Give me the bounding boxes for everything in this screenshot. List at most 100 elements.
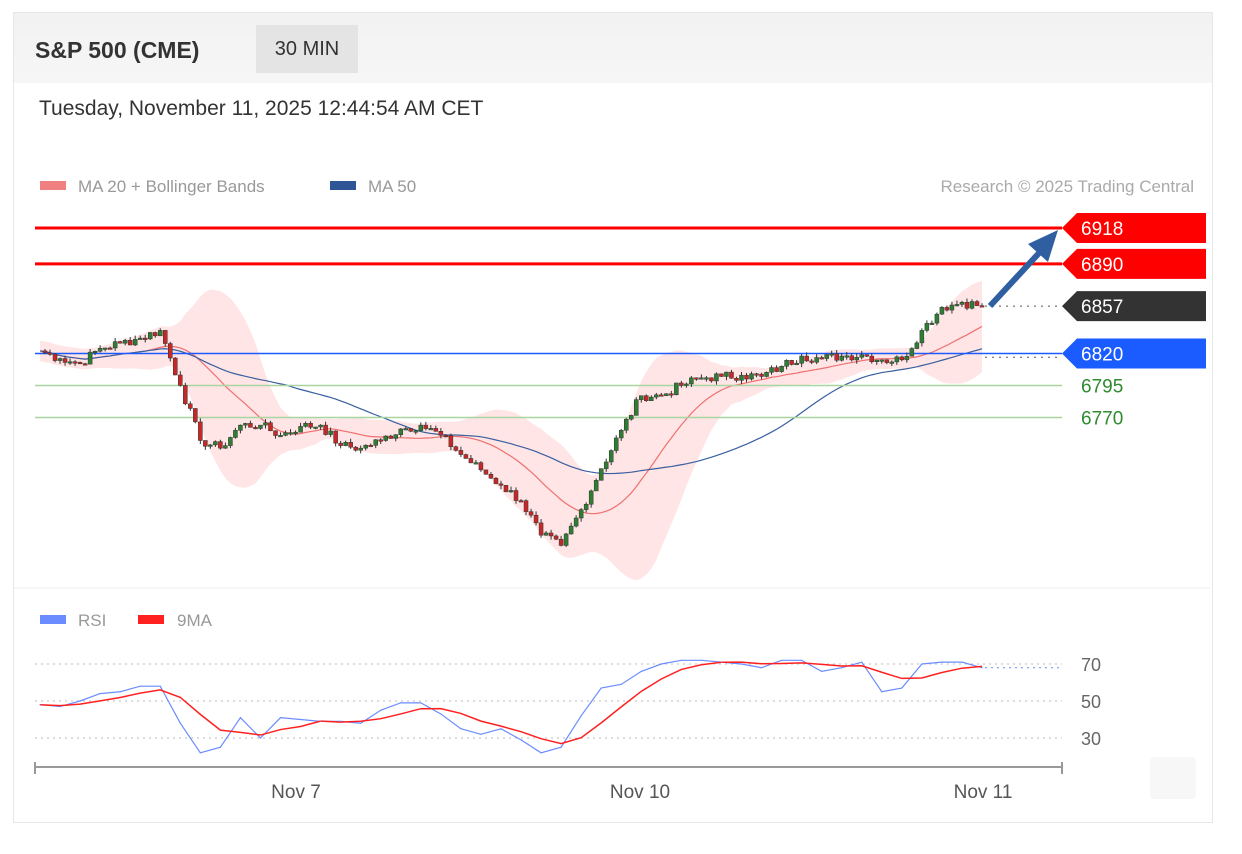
- candle: [393, 434, 399, 442]
- candle: [629, 414, 634, 421]
- rsi-legend-label: RSI: [78, 611, 106, 630]
- candle: [714, 372, 719, 385]
- candle: [734, 376, 739, 383]
- candle: [188, 401, 193, 411]
- candle: [42, 349, 48, 355]
- candle: [293, 430, 298, 436]
- candle: [593, 478, 599, 492]
- candle: [47, 349, 53, 356]
- candle: [308, 421, 313, 430]
- candle: [132, 335, 138, 347]
- rsi-point: [881, 691, 883, 693]
- x-tick-label: Nov 11: [954, 782, 1013, 803]
- rsi-tick-label: 70: [1081, 655, 1101, 675]
- candle: [348, 438, 353, 449]
- candle: [869, 353, 875, 364]
- candle: [223, 442, 228, 449]
- candle: [288, 429, 293, 436]
- candle: [558, 535, 564, 547]
- bollinger-band: [40, 280, 982, 581]
- rsi-point: [801, 659, 803, 661]
- candle: [949, 301, 955, 314]
- candle: [884, 359, 890, 365]
- candle: [408, 428, 414, 433]
- rsi-point: [700, 659, 703, 661]
- candle: [142, 334, 148, 343]
- last-price-tag: [1062, 291, 1206, 322]
- candle: [228, 436, 233, 449]
- candle: [804, 352, 809, 362]
- candle: [438, 428, 444, 439]
- rsi-point: [380, 709, 382, 711]
- candle: [448, 433, 454, 451]
- rsi-point: [239, 717, 242, 719]
- rsi-point: [861, 661, 863, 663]
- candle: [623, 417, 629, 434]
- candle: [634, 397, 639, 416]
- candle: [679, 380, 684, 388]
- candle: [809, 358, 814, 365]
- candle: [814, 354, 819, 365]
- rsi-point: [420, 702, 422, 704]
- rsi-ma-legend-swatch: [138, 615, 164, 624]
- candle: [198, 418, 203, 445]
- candle: [573, 515, 579, 528]
- candle: [939, 306, 945, 315]
- candle: [819, 355, 824, 360]
- candle: [964, 298, 970, 311]
- rsi-point: [199, 752, 201, 754]
- candle: [944, 305, 950, 312]
- candle: [784, 359, 789, 370]
- candle: [483, 469, 489, 475]
- level-label: 6857: [1081, 297, 1123, 318]
- candle: [72, 360, 78, 366]
- ma50-legend-label: MA 50: [368, 177, 416, 196]
- candle: [518, 499, 524, 503]
- candle: [548, 529, 554, 540]
- candle: [789, 359, 794, 366]
- candle: [318, 424, 323, 430]
- rsi-tick-label: 30: [1081, 729, 1101, 749]
- candle: [178, 371, 183, 387]
- candle: [358, 445, 363, 454]
- candle: [243, 422, 248, 429]
- level-label: 6795: [1081, 376, 1123, 397]
- candle: [523, 499, 529, 516]
- candle: [684, 382, 689, 388]
- candle: [764, 371, 769, 378]
- candle: [704, 376, 709, 382]
- candle: [283, 430, 288, 437]
- candle: [739, 372, 744, 384]
- candle: [769, 365, 774, 375]
- rsi-point: [720, 661, 723, 663]
- candle: [333, 430, 338, 447]
- candle: [759, 372, 764, 380]
- rsi-point: [841, 667, 843, 669]
- candle: [473, 459, 479, 465]
- rsi-point: [680, 659, 682, 661]
- candle: [553, 534, 559, 541]
- candle: [583, 502, 589, 513]
- candle: [899, 355, 905, 362]
- candle: [699, 374, 704, 380]
- candle: [618, 428, 624, 441]
- pivot-price-tag: [1062, 338, 1206, 369]
- candle: [503, 485, 509, 493]
- rsi-point: [460, 728, 462, 730]
- candle: [112, 338, 118, 351]
- candle: [849, 353, 854, 362]
- rsi-tick-label: 50: [1081, 692, 1101, 712]
- timeframe-button[interactable]: 30 MIN: [256, 25, 358, 73]
- ma20-legend-swatch: [40, 181, 66, 190]
- candle: [513, 487, 519, 504]
- candle: [102, 347, 108, 352]
- candle: [238, 424, 243, 434]
- rsi-point: [39, 704, 41, 706]
- candle: [203, 440, 208, 450]
- corner-button[interactable]: [1150, 757, 1196, 799]
- candle: [137, 335, 143, 340]
- candle: [423, 421, 429, 431]
- candle: [919, 328, 925, 347]
- level-label: 6820: [1081, 344, 1123, 365]
- candle: [328, 427, 333, 437]
